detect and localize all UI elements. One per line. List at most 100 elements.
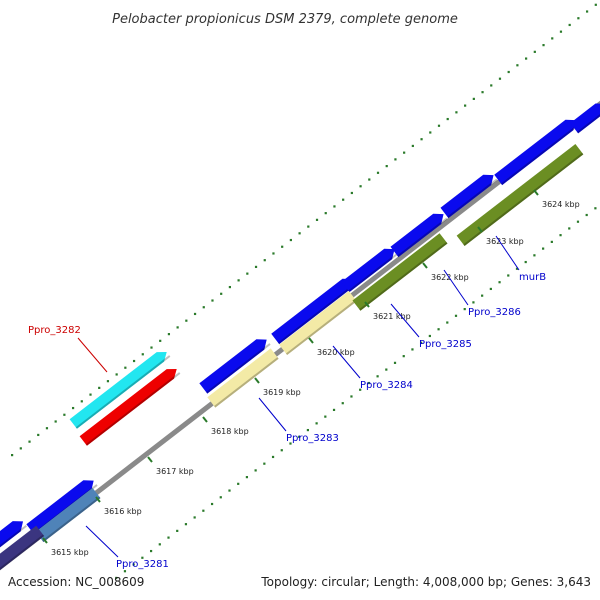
gc-dot <box>350 395 353 398</box>
forward-gene-3-shape <box>199 339 267 394</box>
gene-label-leader <box>495 235 520 271</box>
gc-dot <box>472 301 475 304</box>
gene-label: Ppro_3281 <box>116 559 169 570</box>
gc-dot <box>141 353 144 356</box>
forward-gene-8-shape <box>494 119 576 186</box>
gc-dot <box>158 543 161 546</box>
kbp-tick <box>364 301 370 308</box>
gc-dot <box>98 386 101 389</box>
forward-gene-6 <box>390 213 448 258</box>
gc-dot <box>220 292 223 295</box>
gene-ppro-3284-feature-shape <box>279 290 357 356</box>
gc-dot <box>89 393 92 396</box>
gc-dot <box>385 164 388 168</box>
gc-dot <box>219 496 222 499</box>
gc-dot <box>324 212 327 215</box>
kbp-label: 3621 kbp <box>373 312 411 321</box>
upstream-gene-feature <box>0 525 45 571</box>
gc-dot <box>481 294 484 297</box>
forward-gene-2-shadow <box>0 524 28 550</box>
gene-ppro-3283-feature-shape <box>207 348 279 408</box>
gc-dot <box>542 247 545 250</box>
gc-dot <box>280 449 283 452</box>
gc-dot <box>394 158 397 161</box>
gene-ppro-3285-feature-shadow <box>359 241 448 311</box>
upstream-gene-feature-shadow <box>0 534 45 571</box>
gc-dot <box>464 104 467 107</box>
gc-dot <box>576 220 580 223</box>
forward-gene-5-shadow <box>348 252 399 293</box>
kbp-label: 3619 kbp <box>263 388 301 397</box>
gc-dot <box>289 238 292 242</box>
gene-murb-feature-shadow <box>463 152 584 246</box>
gc-dot <box>71 406 75 410</box>
gene-label-leader <box>332 345 361 379</box>
gc-dot <box>202 509 205 512</box>
gc-dot <box>481 91 484 94</box>
gc-dot <box>385 368 388 371</box>
gc-dot <box>420 341 423 344</box>
gc-dot <box>54 420 57 423</box>
forward-gene-4-shadow <box>277 282 357 345</box>
gene-labels: Ppro_3281 Ppro_3282 Ppro_3283 Ppro_3284 Ppro… <box>28 235 546 570</box>
gc-dot <box>429 131 432 134</box>
gene-label-leader <box>443 269 469 306</box>
topology-summary-text: Topology: circular; Length: 4,008,000 bp… <box>260 575 591 589</box>
gene-ppro-3282-inner <box>79 368 181 446</box>
kbp-tick <box>202 416 208 423</box>
gc-dot <box>80 400 83 403</box>
forward-gene-8-shadow <box>500 123 580 186</box>
gc-dot <box>45 427 49 430</box>
gc-dot <box>210 502 214 506</box>
gc-dot <box>202 306 205 309</box>
gc-dot <box>542 44 545 47</box>
gc-dot <box>568 23 571 27</box>
gc-dot <box>246 272 249 275</box>
gc-dot <box>184 523 188 526</box>
gc-dot <box>342 198 345 201</box>
forward-gene-6-shadow <box>397 217 448 258</box>
forward-gene-9-shadow <box>576 107 600 134</box>
gc-dot <box>298 435 301 438</box>
gc-dot <box>559 30 563 33</box>
gene-ppro-3282-inner-shadow <box>85 372 181 446</box>
kbp-tick <box>147 456 153 463</box>
gc-dot <box>393 361 397 364</box>
gc-dot <box>455 111 458 114</box>
gene-label-leader <box>258 397 287 432</box>
gene-label: Ppro_3286 <box>468 307 521 318</box>
gene-ppro-3281-feature-shadow <box>42 496 101 543</box>
gc-dot <box>490 84 493 87</box>
gc-dot <box>254 469 257 472</box>
gene-ppro-3285-feature-shape <box>352 233 448 311</box>
gc-dot <box>211 299 214 302</box>
gc-dot <box>167 333 171 336</box>
gene-features <box>0 103 600 571</box>
gc-dot <box>525 57 528 60</box>
gc-dot <box>272 252 275 255</box>
forward-gene-2 <box>0 521 28 550</box>
forward-gene-1-shape <box>26 480 94 535</box>
gc-dot <box>63 413 66 416</box>
gc-dot <box>420 138 423 141</box>
gc-dot <box>298 232 301 235</box>
gc-dot <box>263 462 266 465</box>
gc-dot <box>368 178 371 181</box>
gc-dot <box>193 312 197 316</box>
kbp-label: 3620 kbp <box>317 348 355 357</box>
gc-dot <box>193 516 196 519</box>
gc-dot <box>594 3 597 6</box>
gc-dot <box>307 225 310 228</box>
gc-dot <box>132 563 135 566</box>
gc-dot <box>245 476 249 479</box>
forward-gene-7 <box>440 174 498 219</box>
gene-murb-feature-shape <box>456 144 584 246</box>
kbp-tick <box>42 537 48 544</box>
gc-dot <box>550 240 553 243</box>
gc-dot <box>19 447 22 450</box>
gc-dot <box>176 326 179 329</box>
forward-gene-2-shape <box>0 521 24 550</box>
gene-ppro-3281-feature-shape <box>35 487 101 543</box>
gc-dot <box>141 556 144 559</box>
